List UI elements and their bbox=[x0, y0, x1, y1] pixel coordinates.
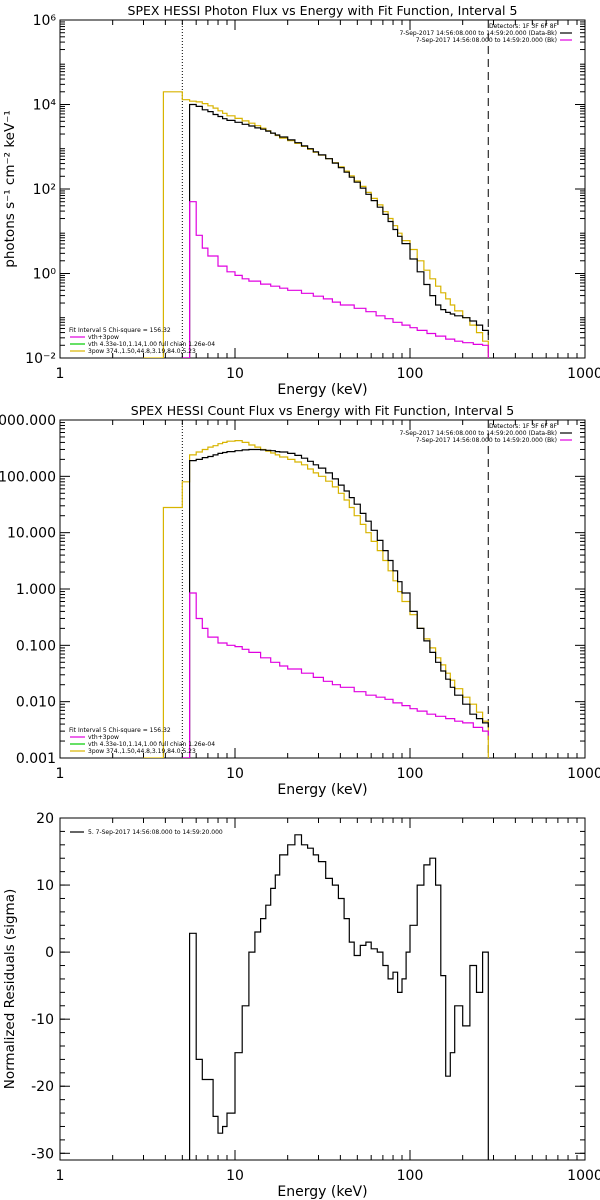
y-tick-label: 10⁻² bbox=[25, 351, 56, 367]
plot-frame bbox=[59, 817, 586, 1161]
legend-left-entry: vth 4.33e-10,1.14,1.00 full chian 1.26e-… bbox=[88, 341, 215, 348]
legend-left-entry: 3pow 374.,1.50,44.8,3.19,84.0,5.23 bbox=[88, 348, 196, 355]
series-line bbox=[143, 91, 489, 358]
y-tick-label: -20 bbox=[31, 1079, 54, 1095]
y-tick-label: 10.000 bbox=[7, 526, 56, 542]
legend-left-entry: 3pow 374.,1.50,44.8,3.19,84.0,5.23 bbox=[88, 748, 196, 755]
x-tick-label: 1000 bbox=[567, 1168, 600, 1184]
x-tick-label: 1000 bbox=[567, 766, 600, 782]
x-tick-label: 10 bbox=[226, 766, 244, 782]
x-axis-label: Energy (keV) bbox=[277, 382, 367, 398]
plot-frame bbox=[59, 419, 586, 759]
legend-right-entry: Detectors: 1F 3F 6F 8F bbox=[489, 423, 558, 430]
y-tick-label: -30 bbox=[31, 1146, 54, 1162]
y-tick-label: 10² bbox=[33, 182, 56, 198]
photon-flux-panel: SPEX HESSI Photon Flux vs Energy with Fi… bbox=[2, 3, 600, 398]
legend-right-entry: 7-Sep-2017 14:56:08.000 to 14:59:20.000 … bbox=[399, 430, 557, 437]
y-tick-label: 10 bbox=[36, 878, 54, 894]
y-tick-label: -10 bbox=[31, 1012, 54, 1028]
legend-right-entry: 7-Sep-2017 14:56:08.000 to 14:59:20.000 … bbox=[416, 437, 557, 444]
y-tick-label: 10⁰ bbox=[33, 267, 57, 283]
y-tick-label: 0.100 bbox=[16, 638, 56, 654]
y-tick-label: 100.000 bbox=[0, 469, 56, 485]
y-tick-label: 10⁶ bbox=[33, 13, 57, 29]
residuals-panel: 1 10 100 1000 -30 -20 -10 0 10 20 Energy (keV) Norm… bbox=[2, 811, 600, 1200]
x-tick-label: 100 bbox=[397, 1168, 424, 1184]
y-axis-label: Normalized Residuals (sigma) bbox=[2, 889, 18, 1090]
legend-left-entry: Fit Interval 5 Chi-square = 156.32 bbox=[69, 727, 171, 734]
series-line bbox=[182, 448, 489, 758]
series-line bbox=[182, 201, 489, 358]
y-tick-label: 0 bbox=[45, 945, 54, 961]
y-tick-label: 1.000 bbox=[16, 582, 56, 598]
series-line bbox=[182, 592, 489, 758]
plot-frame bbox=[59, 19, 586, 359]
legend-left-entry: vth+3pow bbox=[88, 734, 119, 741]
x-tick-label: 1000 bbox=[567, 366, 600, 382]
legend-left-entry: vth 4.33e-10,1.14,1.00 full chian 1.26e-… bbox=[88, 741, 215, 748]
series-line bbox=[143, 440, 489, 758]
x-axis-label: Energy (keV) bbox=[277, 782, 367, 798]
y-tick-label: 10⁴ bbox=[33, 98, 57, 114]
legend-right-entry: 7-Sep-2017 14:56:08.000 to 14:59:20.000 … bbox=[416, 37, 557, 44]
y-tick-label: 20 bbox=[36, 811, 54, 827]
y-tick-label: 0.010 bbox=[16, 695, 56, 711]
series-line bbox=[182, 834, 489, 1160]
y-axis-label: photons s⁻¹ cm⁻² keV⁻¹ bbox=[2, 110, 18, 268]
x-tick-label: 100 bbox=[397, 366, 424, 382]
count-flux-panel: SPEX HESSI Count Flux vs Energy with Fit… bbox=[0, 403, 600, 798]
x-axis-label: Energy (keV) bbox=[277, 1184, 367, 1200]
legend-left-entry: vth+3pow bbox=[88, 334, 119, 341]
y-tick-label: 1000.000 bbox=[0, 413, 56, 429]
x-tick-label: 10 bbox=[226, 366, 244, 382]
legend-entry: 5. 7-Sep-2017 14:56:08.000 to 14:59:20.0… bbox=[88, 829, 223, 836]
x-tick-label: 10 bbox=[226, 1168, 244, 1184]
x-tick-label: 1 bbox=[56, 1168, 65, 1184]
chart-title: SPEX HESSI Count Flux vs Energy with Fit… bbox=[131, 403, 514, 418]
chart-title: SPEX HESSI Photon Flux vs Energy with Fi… bbox=[128, 3, 518, 18]
x-tick-label: 100 bbox=[397, 766, 424, 782]
x-tick-label: 1 bbox=[56, 766, 65, 782]
legend-left-entry: Fit Interval 5 Chi-square = 156.32 bbox=[69, 327, 171, 334]
series-line bbox=[182, 103, 489, 358]
legend-right-entry: Detectors: 1F 3F 6F 8F bbox=[489, 23, 558, 30]
x-tick-label: 1 bbox=[56, 366, 65, 382]
y-tick-label: 0.001 bbox=[16, 751, 56, 767]
legend-right-entry: 7-Sep-2017 14:56:08.000 to 14:59:20.000 … bbox=[399, 30, 557, 37]
